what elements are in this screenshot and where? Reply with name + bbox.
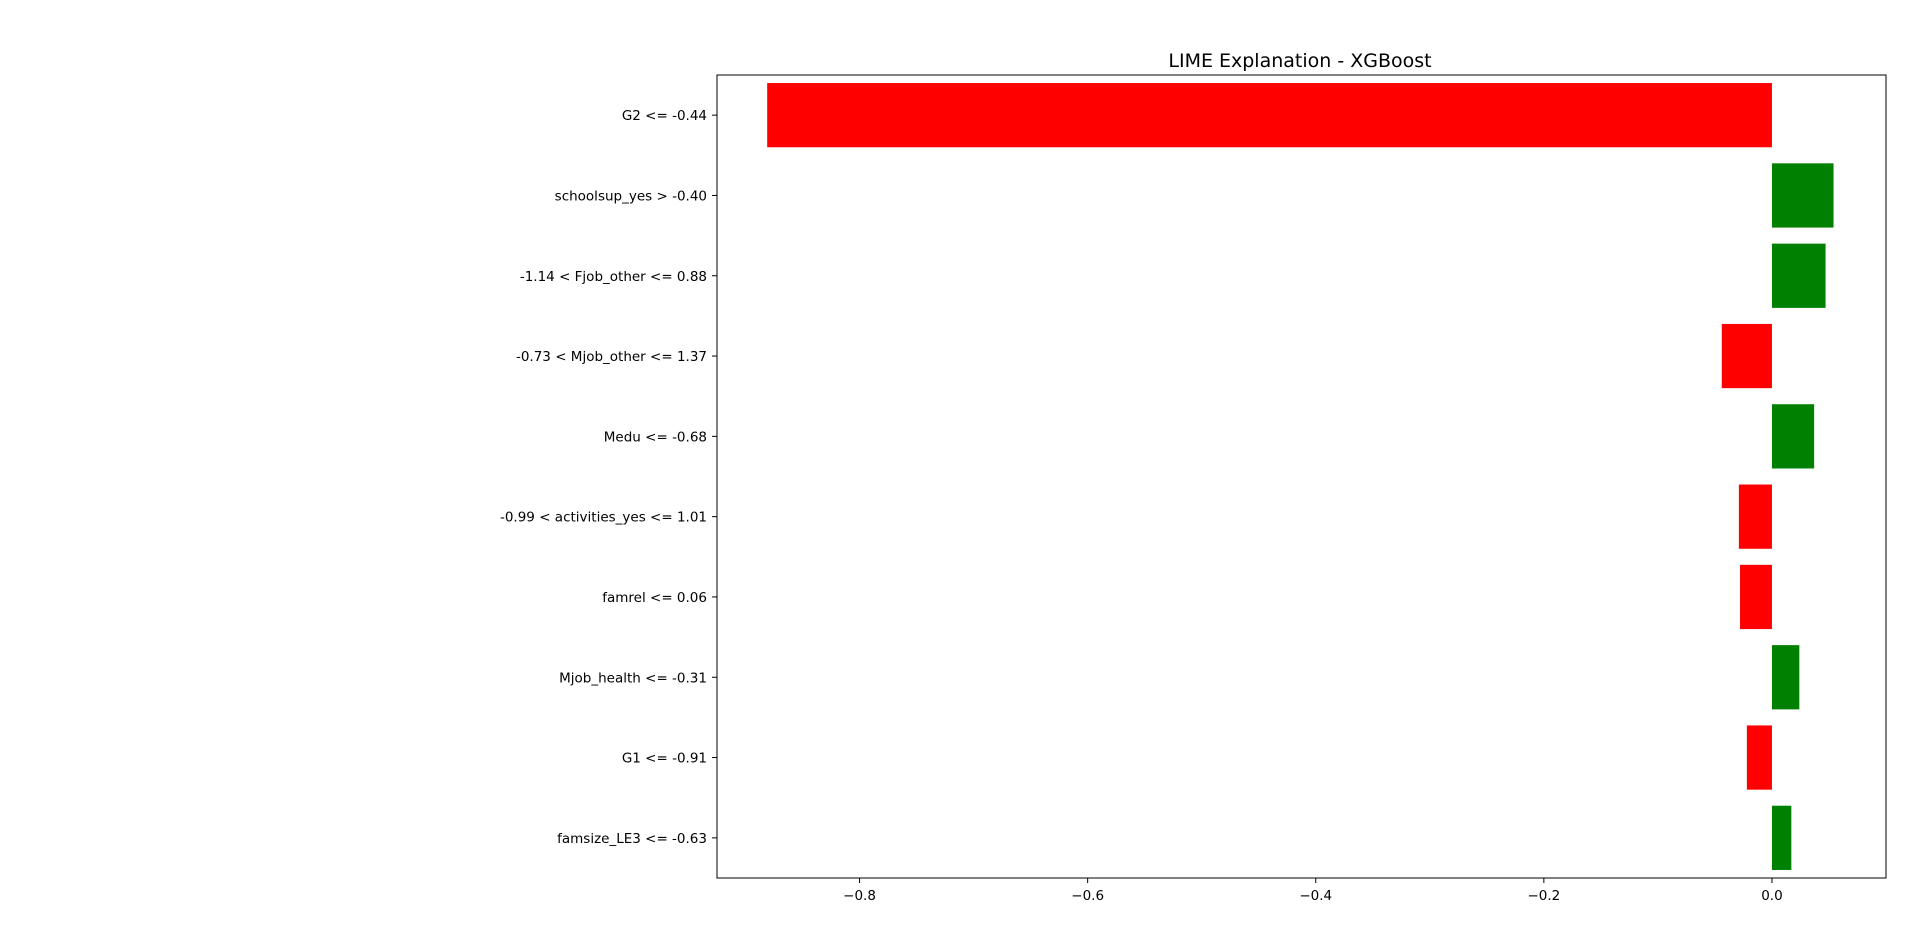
- bar-5: [1738, 484, 1772, 549]
- bar-3: [1721, 323, 1772, 389]
- bar-8: [1746, 725, 1772, 790]
- bar-7: [1771, 645, 1800, 710]
- y-tick-label: G2 <= -0.44: [622, 108, 707, 124]
- bars-group: [767, 83, 1834, 870]
- y-tick-label: famrel <= 0.06: [602, 590, 707, 606]
- x-ticks: −0.8 −0.6 −0.4 −0.2 0.0: [843, 878, 1783, 904]
- y-tick-label: schoolsup_yes > -0.40: [555, 188, 707, 204]
- chart-title: LIME Explanation - XGBoost: [1168, 50, 1431, 72]
- bar-0: [767, 83, 1772, 148]
- y-tick-label: -1.14 < Fjob_other <= 0.88: [520, 269, 707, 285]
- x-tick-label: −0.4: [1299, 888, 1332, 904]
- bar-1: [1771, 163, 1834, 228]
- plot-frame: [716, 74, 1887, 879]
- y-tick-label: famsize_LE3 <= -0.63: [557, 831, 707, 847]
- y-tick-label: -0.99 < activities_yes <= 1.01: [500, 510, 707, 526]
- bar-6: [1740, 564, 1772, 630]
- y-tick-label: -0.73 < Mjob_other <= 1.37: [516, 349, 707, 365]
- y-tick-label: G1 <= -0.91: [622, 751, 707, 767]
- y-tick-label: Mjob_health <= -0.31: [559, 670, 707, 686]
- bar-2: [1771, 243, 1826, 308]
- x-tick-label: −0.6: [1071, 888, 1104, 904]
- y-tick-label: Medu <= -0.68: [604, 429, 707, 445]
- bar-4: [1771, 404, 1815, 469]
- y-tick-labels: G2 <= -0.44 schoolsup_yes > -0.40 -1.14 < …: [500, 108, 717, 847]
- x-tick-label: 0.0: [1761, 888, 1782, 904]
- x-tick-label: −0.2: [1527, 888, 1560, 904]
- bar-9: [1771, 805, 1792, 870]
- x-tick-label: −0.8: [843, 888, 876, 904]
